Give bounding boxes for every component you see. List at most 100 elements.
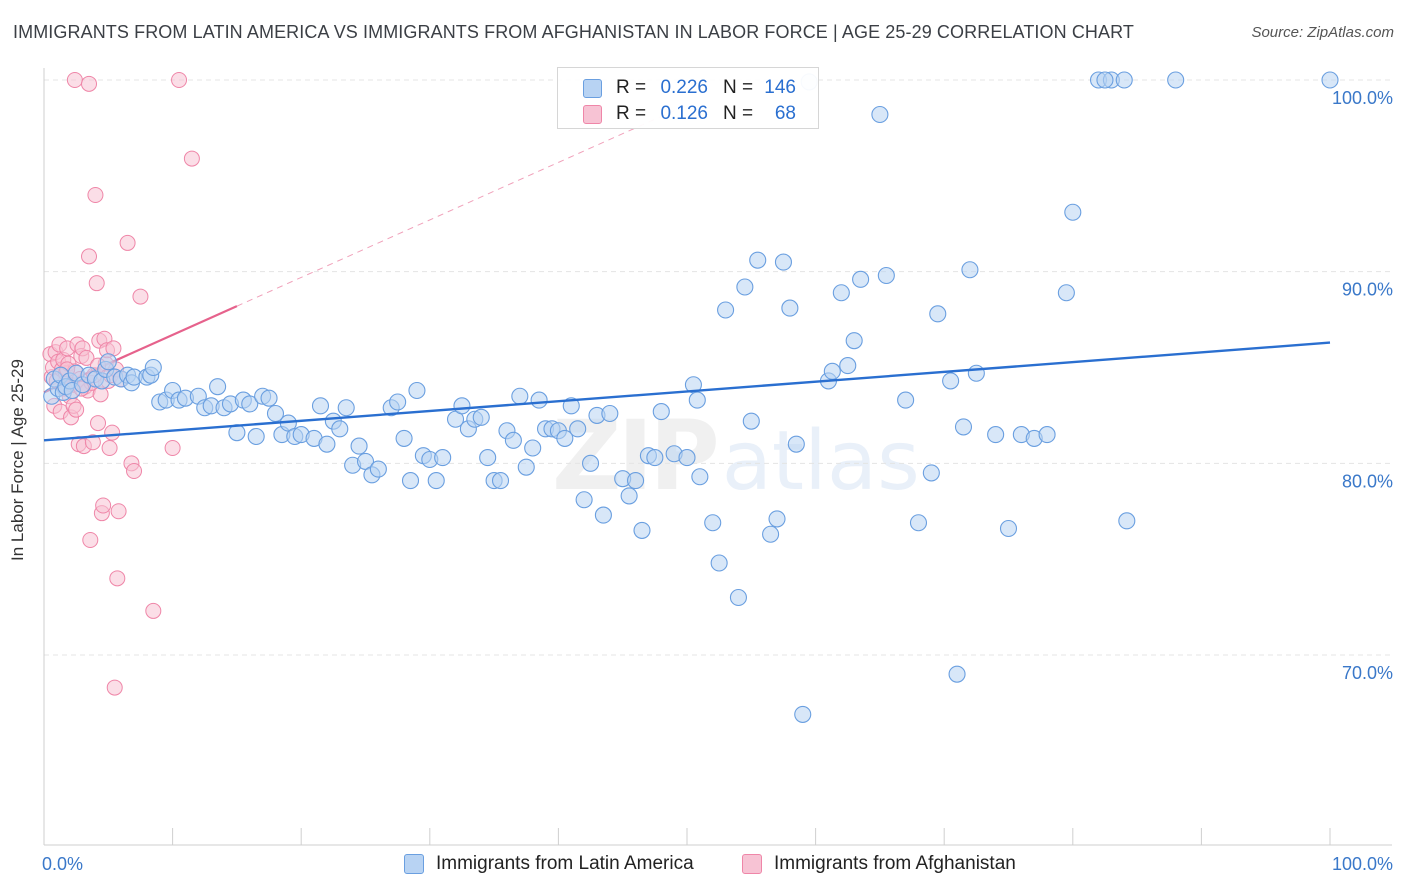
y-tick-label: 80.0% [1342, 471, 1393, 491]
latin-america-point [646, 449, 664, 467]
latin-america-point [209, 378, 227, 396]
latin-america-point [1167, 71, 1185, 89]
latin-america-point [453, 397, 471, 415]
latin-america-point [260, 389, 278, 407]
latin-america-point [691, 468, 709, 486]
latin-america-point [511, 387, 529, 405]
latin-america-point [961, 261, 979, 279]
chart-title: IMMIGRANTS FROM LATIN AMERICA VS IMMIGRA… [13, 22, 1134, 42]
latin-america-point [871, 105, 889, 124]
latin-america-point [704, 514, 722, 532]
latin-america-point [266, 404, 285, 423]
latin-america-point [318, 435, 336, 453]
latin-america-point [99, 353, 117, 371]
latin-america-point [794, 705, 812, 723]
legend-label: Immigrants from Afghanistan [774, 853, 1016, 874]
afghanistan-point [90, 415, 107, 432]
latin-america-point [1057, 284, 1075, 302]
latin-america-point [1096, 71, 1114, 89]
blue-swatch [404, 854, 424, 874]
latin-america-point [1115, 71, 1133, 89]
latin-america-point [839, 357, 857, 375]
afghanistan-point [119, 234, 136, 251]
afghanistan-point [183, 150, 200, 167]
n-value: 68 [774, 103, 796, 124]
afghanistan-point [87, 187, 104, 203]
afghanistan-point [82, 532, 99, 548]
afghanistan-point [171, 72, 188, 88]
legend-row-latin-america: R = 0.226 N = 146 [558, 75, 820, 101]
afghanistan-point [66, 72, 83, 88]
afghanistan-point [88, 275, 105, 292]
latin-america-point [369, 460, 387, 478]
latin-america-point [922, 464, 940, 482]
latin-america-point [774, 253, 793, 271]
latin-america-point [877, 266, 895, 285]
latin-america-point [1321, 71, 1339, 89]
latin-america-point [569, 420, 587, 438]
latin-america-point [389, 393, 407, 411]
latin-america-point [948, 665, 966, 683]
latin-america-point [479, 449, 497, 467]
latin-america-point [408, 381, 426, 400]
r-label: R = [616, 103, 647, 124]
latin-america-point [909, 514, 928, 532]
afghanistan-point [126, 463, 143, 479]
afghanistan-point [110, 503, 127, 520]
latin-america-point [524, 439, 542, 457]
latin-america-point [601, 404, 619, 423]
latin-america-point [688, 391, 706, 409]
latin-america-point [504, 431, 522, 449]
latin-america-point [787, 435, 805, 453]
y-axis-label: In Labor Force | Age 25-29 [8, 359, 27, 561]
afghanistan-point [95, 497, 112, 514]
latin-america-trend-line [43, 341, 1331, 442]
latin-america-point [845, 332, 863, 350]
latin-america-point [781, 299, 799, 317]
pink-swatch [742, 854, 762, 874]
afghanistan-point [109, 570, 126, 587]
afghanistan-point [81, 75, 98, 92]
latin-america-point [678, 449, 696, 467]
latin-america-point [247, 427, 265, 446]
afghanistan-trend-line [43, 104, 688, 394]
latin-america-point [241, 395, 259, 413]
latin-america-point [517, 458, 535, 476]
latin-america-point [832, 284, 850, 302]
latin-america-point [530, 391, 548, 409]
latin-america-point [929, 305, 947, 323]
afghanistan-point [106, 679, 123, 696]
latin-america-point [967, 364, 985, 382]
y-tick-label: 100.0% [1332, 88, 1393, 108]
y-tick-label: 70.0% [1342, 663, 1393, 683]
afghanistan-point [81, 248, 98, 265]
latin-america-point [897, 391, 915, 409]
afghanistan-point [164, 440, 181, 456]
afghanistan-point [68, 401, 85, 418]
latin-america-point [717, 301, 735, 319]
blue-swatch [583, 79, 602, 98]
latin-america-point [742, 412, 760, 430]
latin-america-point [749, 251, 767, 269]
latin-america-point [581, 454, 600, 472]
latin-america-point [954, 418, 973, 436]
latin-america-point [556, 429, 574, 447]
latin-america-point [1118, 512, 1136, 530]
source-credit: Source: ZipAtlas.com [1251, 24, 1394, 41]
afghanistan-trend-dashed [236, 104, 688, 307]
legend-label: Immigrants from Latin America [436, 853, 694, 874]
latin-america-point [620, 487, 638, 505]
latin-america-point [337, 399, 355, 417]
axes [43, 68, 1392, 846]
latin-america-point [652, 403, 670, 421]
afghanistan-point [132, 288, 149, 305]
x-tick-label: 0.0% [42, 854, 83, 874]
latin-america-point [311, 397, 330, 415]
correlation-legend: R = 0.226 N = 146 R = 0.126 N = 68 [557, 67, 819, 129]
latin-america-point [768, 510, 786, 528]
latin-america-point [144, 358, 162, 377]
latin-america-point [823, 362, 841, 380]
afghanistan-point [78, 349, 95, 366]
latin-america-points [43, 71, 1339, 723]
